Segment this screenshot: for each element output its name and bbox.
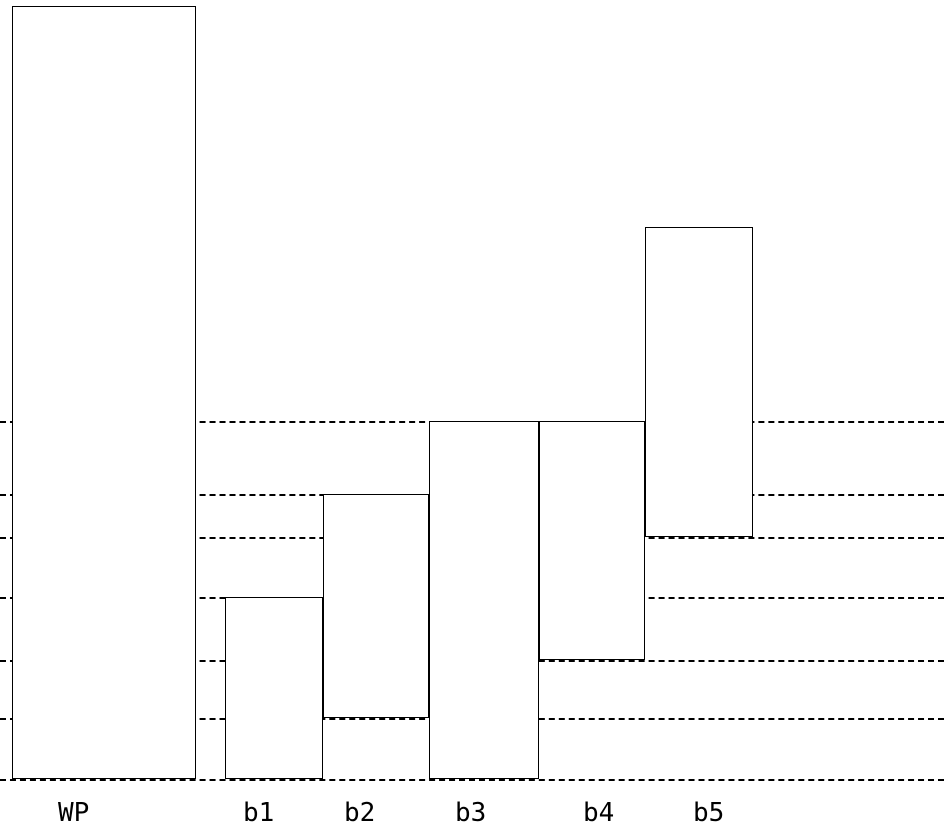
- x-label-b2: b2: [344, 798, 375, 828]
- x-label-WP: WP: [58, 798, 89, 828]
- bar-b4: [539, 421, 645, 660]
- bar-b5: [645, 227, 753, 537]
- x-label-b3: b3: [455, 798, 486, 828]
- baseline: [0, 779, 944, 781]
- bar-b1: [225, 597, 323, 779]
- diagram-canvas: f1f2f3f4f5f6WPb1b2b3b4b5: [0, 0, 944, 832]
- bar-WP: [12, 6, 196, 779]
- bar-b3: [429, 421, 539, 779]
- bar-b2: [323, 494, 429, 718]
- x-label-b1: b1: [243, 798, 274, 828]
- x-label-b5: b5: [693, 798, 724, 828]
- x-label-b4: b4: [583, 798, 614, 828]
